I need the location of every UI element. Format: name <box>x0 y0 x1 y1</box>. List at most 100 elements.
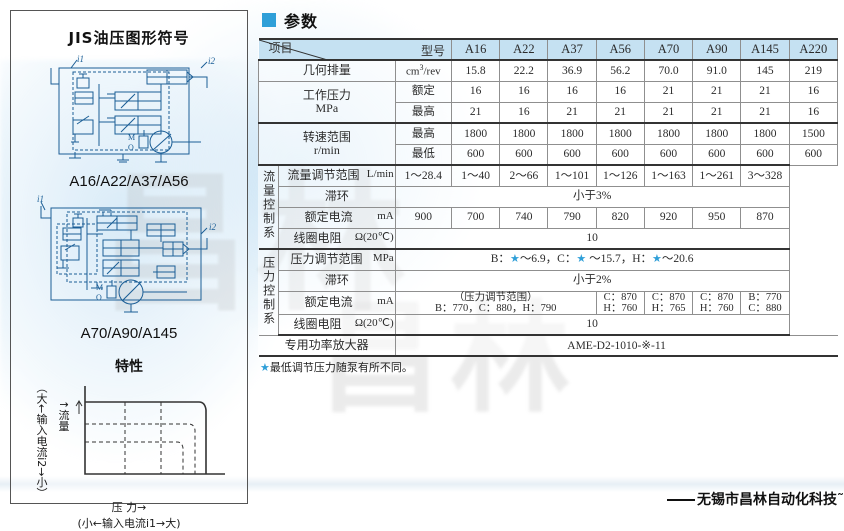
footnote-text: 最低调节压力随泵有所不同。 <box>269 361 413 375</box>
row-unit-flow-range: L/min <box>366 168 394 181</box>
symbol-port-in-label: i1 <box>77 54 84 64</box>
table-row-flow-range: 流量控制系 流量调节范围 L/min 1～28.4 1～40 2～66 1～10… <box>258 164 838 250</box>
cell-flow-range-a37: 2～66 <box>499 164 549 187</box>
cell-pressure-max-a70: 21 <box>643 101 694 124</box>
characteristic-chart: （大←输入电流i2→小） ↑流量 <box>11 378 247 499</box>
table-row-flow-coil-resistance: 线圈电阻 Ω(20℃) 10 <box>259 227 838 250</box>
characteristic-x-axis-label: 压 力→ <box>111 501 147 514</box>
subrow-label-max-speed: 最高 <box>394 122 452 145</box>
header-item-label: 项目 <box>268 41 293 56</box>
cell-pressure-rated-a145: 21 <box>740 80 790 103</box>
row-label-flow-hysteresis: 滞环 <box>278 185 396 208</box>
hydraulic-symbol-diagram-2: i1 i2 M O <box>11 194 247 323</box>
row-label-flow-hysteresis-text: 滞环 <box>324 189 349 204</box>
pressure-current-a70-line1: C：870 <box>603 291 637 303</box>
row-label-pressure-hysteresis: 滞环 <box>278 269 396 292</box>
cell-pressure-max-a90: 21 <box>692 101 742 124</box>
cell-pressure-rated-a56: 16 <box>595 80 645 103</box>
pressure-range-rich-text: B：★～6.9，C：★ ～15.7，H：★～20.6 <box>490 253 694 266</box>
cell-pressure-rated-a70: 21 <box>643 80 694 103</box>
characteristic-curve-svg <box>75 386 225 475</box>
cell-pressure-current-a220: B：770 C：880 <box>740 290 790 315</box>
cell-pressure-rated-a22: 16 <box>499 80 549 103</box>
pressure-current-a145-line1: C：870 <box>700 291 734 303</box>
cell-speed-max-a90: 1800 <box>692 122 742 145</box>
symbol1-label: A16/A22/A37/A56 <box>69 173 189 190</box>
parameters-section: 参数 型号 项目 <box>258 0 844 521</box>
row-label-pressure-range: 压力调节范围 MPa <box>278 248 396 271</box>
pressure-current-a220-line1: B：770 <box>748 291 782 303</box>
subrow-label-rated: 额定 <box>394 80 452 103</box>
table-row-pressure-rated-current: 额定电流 mA （压力调节范围） B：770，C：880，H：790 C：870… <box>259 290 838 315</box>
row-label-flow-range: 流量调节范围 L/min <box>278 164 396 187</box>
diagonal-divider-svg <box>258 40 326 59</box>
group-label-pressure-control-text: 压力控制系 <box>261 255 276 326</box>
cell-speed-max-a16: 1800 <box>450 122 501 145</box>
cell-pressure-max-a22: 16 <box>499 101 549 124</box>
symbol-motor-m-label: M <box>128 133 135 142</box>
row-unit-displacement: cm3/rev <box>394 59 452 82</box>
cell-pressure-current-a70: C：870 H：760 <box>595 290 645 315</box>
cell-speed-max-a70: 1800 <box>643 122 694 145</box>
symbol-port-out-label: i2 <box>208 56 216 66</box>
cell-speed-max-a220: 1500 <box>788 122 839 145</box>
group-label-flow-control-text: 流量控制系 <box>261 170 276 241</box>
row-label-displacement: 几何排量 <box>258 59 396 82</box>
cell-pressure-max-a220: 16 <box>788 101 839 124</box>
cell-pressure-hysteresis-merged: 小于2% <box>394 269 790 292</box>
model-col-a90: A90 <box>692 38 742 61</box>
cell-flow-coil-resistance-merged: 10 <box>394 227 790 250</box>
cell-displacement-a220: 219 <box>788 59 839 82</box>
cell-speed-min-a90: 600 <box>692 143 742 166</box>
cell-speed-min-a70: 600 <box>643 143 694 166</box>
pressure-current-note-line2: B：770，C：880，H：790 <box>435 302 557 314</box>
jis-symbol-panel: JIS油压图形符号 <box>10 10 248 530</box>
cell-flow-current-a90: 920 <box>643 206 694 229</box>
table-footnote: ★最低调节压力随泵有所不同。 <box>260 359 844 375</box>
table-row-flow-rated-current: 额定电流 mA 900 700 740 790 820 920 950 870 <box>259 206 838 229</box>
model-col-a37: A37 <box>547 38 597 61</box>
cell-speed-max-a22: 1800 <box>499 122 549 145</box>
table-row-speed-max: 转速范围 r/min 最高 1800 1800 1800 1800 1800 1… <box>258 122 839 166</box>
specification-table: 型号 项目 A16 A22 A37 A56 A70 A90 A145 A220 … <box>258 38 839 358</box>
symbol2-port-out-label: i2 <box>209 222 217 232</box>
row-label-speed-range-unit: r/min <box>313 143 340 157</box>
panel-title: JIS油压图形符号 <box>68 29 190 47</box>
row-label-flow-rated-current: 额定电流 mA <box>278 206 396 229</box>
row-label-pressure-coil-resistance-text: 线圈电阻 <box>293 316 342 331</box>
row-unit-pressure-coil-resistance: Ω(20℃) <box>354 316 394 329</box>
table-header-row: 型号 项目 A16 A22 A37 A56 A70 A90 A145 A220 <box>258 38 839 61</box>
cell-speed-min-a22: 600 <box>499 143 549 166</box>
cell-pressure-current-a145: C：870 H：760 <box>692 290 742 315</box>
cell-flow-range-a145: 1～261 <box>692 164 742 187</box>
cell-pressure-current-a90: C：870 H：765 <box>643 290 694 315</box>
section-header: 参数 <box>262 8 844 32</box>
row-unit-flow-rated-current: mA <box>377 210 394 223</box>
header-diagonal-line <box>258 40 451 59</box>
characteristic-y-axis-outer-label: （大←输入电流i2→小） <box>35 382 48 499</box>
section-title: 参数 <box>284 12 319 31</box>
model-col-a220: A220 <box>788 38 839 61</box>
model-col-a70: A70 <box>643 38 694 61</box>
row-unit-pressure-range: MPa <box>372 252 394 265</box>
cell-pressure-rated-a16: 16 <box>450 80 501 103</box>
cell-flow-hysteresis-merged: 小于3% <box>394 185 790 208</box>
symbol-motor-o-label: O <box>128 143 134 152</box>
cell-flow-range-a70: 1～126 <box>595 164 645 187</box>
table-row-pressure-rated: 工作压力 MPa 额定 16 16 16 16 21 21 21 16 <box>258 80 839 124</box>
cell-flow-current-a56: 790 <box>547 206 597 229</box>
pressure-current-a145-line2: H：760 <box>699 302 734 314</box>
row-label-speed-range-text: 转速范围 <box>302 130 351 145</box>
footnote-star-icon: ★ <box>260 361 270 375</box>
table-row-pressure-hysteresis: 滞环 小于2% <box>259 269 838 292</box>
cell-pressure-rated-a37: 16 <box>547 80 597 103</box>
cell-displacement-a90: 91.0 <box>692 59 742 82</box>
cell-flow-current-a37: 740 <box>499 206 549 229</box>
table-row-flow-hysteresis: 滞环 小于3% <box>259 185 838 208</box>
cell-displacement-a16: 15.8 <box>450 59 501 82</box>
cell-pressure-max-a145: 21 <box>740 101 790 124</box>
row-label-speed-range: 转速范围 r/min <box>258 122 396 166</box>
symbol2-label: A70/A90/A145 <box>80 325 178 342</box>
pressure-current-note-line1: （压力调节范围） <box>453 291 538 303</box>
cell-pressure-rated-a220: 16 <box>788 80 839 103</box>
